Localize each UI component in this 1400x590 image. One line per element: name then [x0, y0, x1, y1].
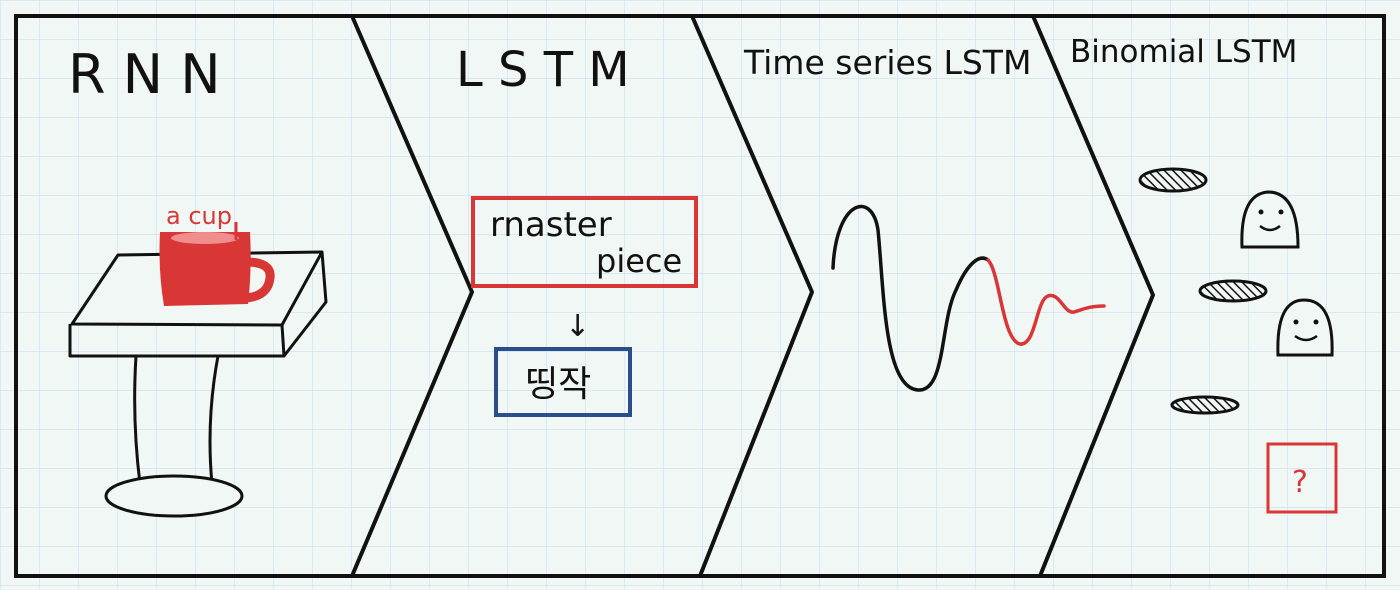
- panel-lstm: L S T M rnaster piece ↓ 띵작: [456, 42, 698, 417]
- coin-icon-1: [1138, 167, 1208, 193]
- cup-illustration: [159, 222, 275, 306]
- panel-rnn: R N N a cup: [68, 43, 328, 518]
- ghost-face-icon-1: [1240, 190, 1300, 249]
- source-text-line2: piece: [596, 242, 682, 280]
- panel-lstm-title: L S T M: [456, 42, 630, 98]
- chevron-divider-2: [690, 15, 814, 577]
- target-text-box: [494, 347, 632, 417]
- source-text-box: [471, 196, 698, 288]
- panel-rnn-title: R N N: [68, 43, 221, 106]
- chevron-divider-3: [1031, 15, 1155, 577]
- down-arrow-icon: ↓: [565, 309, 590, 344]
- target-text: 띵작: [525, 364, 591, 405]
- panel-time-series: Time series LSTM: [743, 43, 1106, 392]
- panel-binomial: Binomial LSTM ?: [1070, 34, 1338, 514]
- ghost-face-icon-2: [1276, 298, 1334, 357]
- chevron-divider-1: [350, 15, 474, 577]
- unknown-box: [1266, 442, 1338, 514]
- table-illustration: [68, 250, 328, 518]
- coin-icon-3: [1170, 395, 1240, 415]
- source-text-line1: rnaster: [490, 205, 612, 245]
- coin-icon-2: [1198, 279, 1268, 303]
- observed-wave: [831, 204, 990, 392]
- unknown-question-mark: ?: [1292, 465, 1308, 500]
- predicted-wave: [986, 258, 1106, 346]
- panel-binomial-title: Binomial LSTM: [1070, 34, 1297, 70]
- cup-annotation: a cup: [166, 202, 232, 230]
- panel-time-series-title: Time series LSTM: [743, 43, 1031, 82]
